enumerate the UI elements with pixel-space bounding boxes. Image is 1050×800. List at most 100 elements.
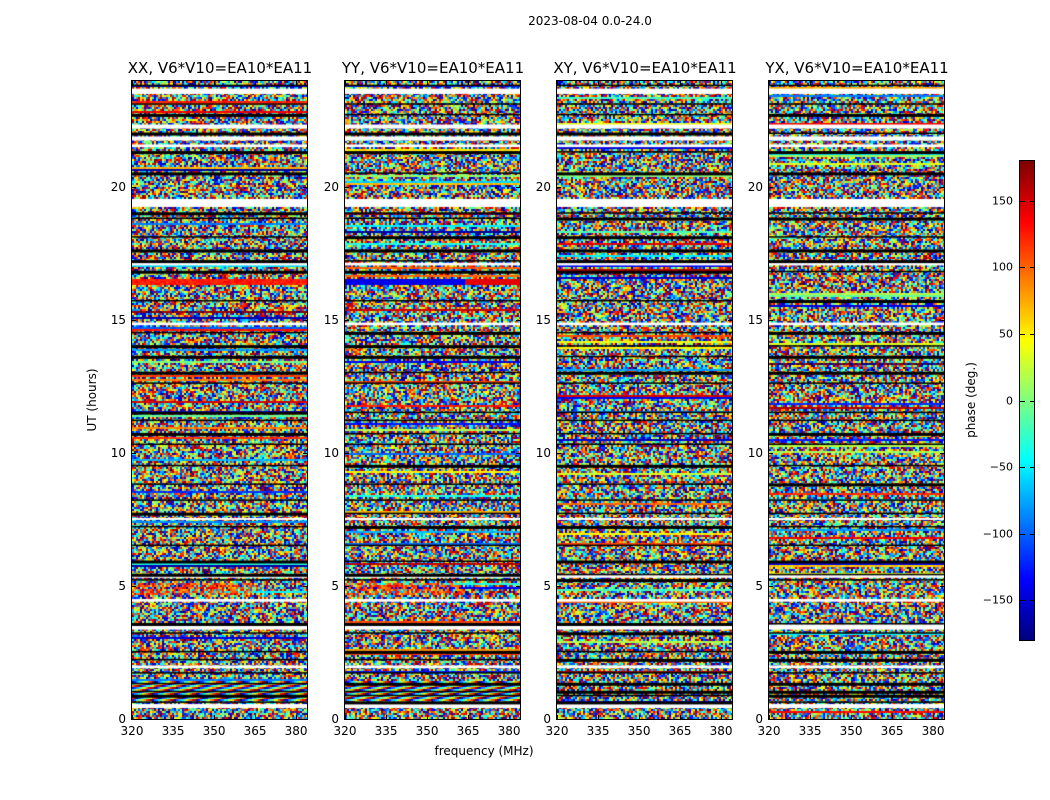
y-tick (556, 719, 561, 720)
x-tick (296, 715, 298, 720)
colorbar-tick (1030, 533, 1035, 535)
panel-title: XY, V6*V10=EA10*EA11 (553, 59, 737, 77)
x-tick-top (721, 80, 723, 85)
x-tick-top (255, 80, 257, 85)
x-tick (810, 715, 812, 720)
x-tick (255, 715, 257, 720)
x-tick-label: 335 (161, 724, 185, 738)
y-tick (131, 719, 136, 720)
x-tick-top (214, 80, 216, 85)
x-tick-top (557, 80, 558, 85)
y-tick-right (303, 719, 308, 720)
y-tick (768, 320, 773, 322)
y-tick-right (303, 320, 308, 322)
colorbar-gradient (1020, 161, 1034, 640)
x-tick-label: 380 (921, 724, 945, 738)
x-tick-top (427, 80, 429, 85)
y-tick-label: 10 (535, 446, 551, 461)
y-axis-label: UT (hours) (85, 368, 99, 432)
y-tick (344, 586, 349, 588)
y-tick-label: 20 (535, 180, 551, 195)
y-tick (131, 320, 136, 322)
y-tick (556, 586, 561, 588)
y-tick-label: 20 (747, 180, 763, 195)
y-tick-label: 0 (118, 712, 126, 726)
colorbar-tick (1030, 400, 1035, 402)
waterfall-panel (344, 80, 521, 720)
y-tick-label: 5 (543, 579, 551, 594)
x-tick-label: 350 (839, 724, 863, 738)
y-tick (344, 320, 349, 322)
x-tick-label: 365 (243, 724, 267, 738)
y-tick-label: 15 (323, 313, 339, 328)
figure-title: 2023-08-04 0.0-24.0 (528, 14, 652, 28)
y-tick-label: 5 (331, 579, 339, 594)
y-tick-label: 0 (543, 712, 551, 726)
y-tick (556, 187, 561, 189)
y-tick (768, 187, 773, 189)
x-tick (173, 715, 175, 720)
y-tick (768, 453, 773, 455)
y-tick-label: 15 (110, 313, 126, 328)
y-tick-right (728, 187, 733, 189)
x-tick-label: 380 (497, 724, 521, 738)
colorbar-tick-left (1020, 600, 1025, 602)
y-tick-right (940, 719, 945, 720)
y-tick-right (303, 187, 308, 189)
x-tick-label: 335 (586, 724, 610, 738)
x-tick-label: 380 (284, 724, 308, 738)
x-tick (557, 715, 558, 720)
x-tick (214, 715, 216, 720)
colorbar-tick-left (1020, 400, 1025, 402)
x-tick-label: 320 (757, 724, 781, 738)
y-tick (131, 586, 136, 588)
x-tick-top (296, 80, 298, 85)
x-tick (509, 715, 511, 720)
y-tick (344, 187, 349, 189)
y-tick-right (516, 320, 521, 322)
x-tick (132, 715, 133, 720)
x-tick-top (639, 80, 641, 85)
x-tick-top (851, 80, 853, 85)
colorbar-tick-label: −50 (989, 460, 1013, 474)
x-tick (680, 715, 682, 720)
colorbar-tick-label: 150 (992, 194, 1013, 208)
y-tick-right (940, 453, 945, 455)
x-tick-label: 365 (880, 724, 904, 738)
y-tick-right (728, 453, 733, 455)
colorbar-tick (1030, 467, 1035, 469)
x-tick (598, 715, 600, 720)
x-tick (468, 715, 470, 720)
x-tick-top (769, 80, 770, 85)
colorbar-tick (1030, 267, 1035, 269)
panel-title: YY, V6*V10=EA10*EA11 (341, 59, 525, 77)
x-tick-label: 335 (798, 724, 822, 738)
waterfall-image (769, 81, 944, 719)
y-tick-right (728, 719, 733, 720)
x-tick-label: 350 (202, 724, 226, 738)
y-tick-right (516, 187, 521, 189)
y-tick (768, 586, 773, 588)
x-tick-top (509, 80, 511, 85)
y-tick-right (516, 586, 521, 588)
y-tick-label: 20 (323, 180, 339, 195)
x-tick-top (173, 80, 175, 85)
waterfall-panel (768, 80, 945, 720)
waterfall-panel (131, 80, 308, 720)
x-tick (933, 715, 935, 720)
colorbar-tick (1030, 333, 1035, 335)
x-tick-top (892, 80, 894, 85)
y-tick-label: 20 (110, 180, 126, 195)
x-tick-label: 365 (456, 724, 480, 738)
y-tick-label: 10 (110, 446, 126, 461)
waterfall-panel (556, 80, 733, 720)
x-tick-top (132, 80, 133, 85)
y-tick (556, 453, 561, 455)
colorbar-tick-label: 0 (1006, 394, 1013, 407)
y-tick-right (303, 586, 308, 588)
x-tick-label: 320 (120, 724, 144, 738)
x-tick (892, 715, 894, 720)
y-tick-label: 5 (755, 579, 763, 594)
y-tick (344, 453, 349, 455)
x-tick (851, 715, 853, 720)
